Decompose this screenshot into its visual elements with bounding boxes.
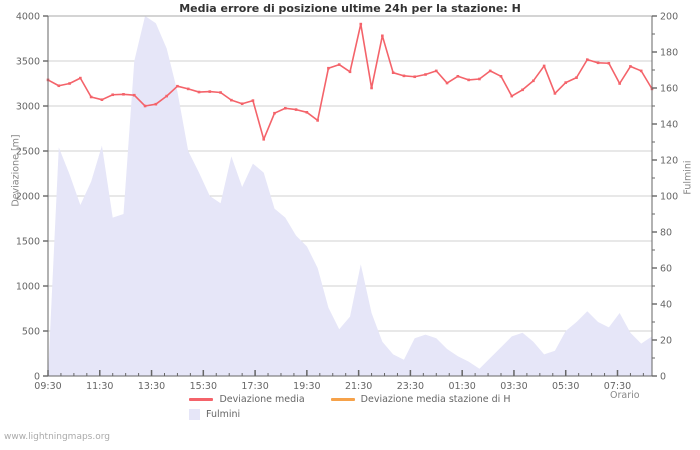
- svg-text:21:30: 21:30: [345, 381, 372, 392]
- footer-credit: www.lightningmaps.org: [4, 432, 110, 442]
- legend-label-deviazione-media-stazione: Deviazione media stazione di H: [360, 394, 511, 405]
- legend-swatch-deviazione-media: [189, 398, 214, 401]
- svg-text:19:30: 19:30: [293, 381, 320, 392]
- svg-text:2000: 2000: [16, 192, 40, 203]
- svg-text:60: 60: [660, 264, 672, 275]
- svg-text:1000: 1000: [16, 282, 40, 293]
- svg-text:07:30: 07:30: [604, 381, 631, 392]
- legend-item-fulmini[interactable]: Fulmini: [189, 407, 240, 422]
- legend-swatch-deviazione-media-stazione: [330, 398, 355, 401]
- svg-text:05:30: 05:30: [552, 381, 579, 392]
- svg-text:180: 180: [660, 48, 678, 59]
- y-axis-left-label: Deviazione [m]: [10, 134, 22, 207]
- legend-label-deviazione-media: Deviazione media: [219, 394, 305, 405]
- legend-item-deviazione-media-stazione[interactable]: Deviazione media stazione di H: [330, 392, 511, 407]
- chart-title: Media errore di posizione ultime 24h per…: [179, 2, 521, 15]
- svg-text:01:30: 01:30: [448, 381, 475, 392]
- svg-text:40: 40: [660, 300, 672, 311]
- svg-text:0: 0: [660, 372, 666, 383]
- svg-text:3000: 3000: [16, 102, 40, 113]
- svg-text:13:30: 13:30: [138, 381, 165, 392]
- svg-text:11:30: 11:30: [86, 381, 113, 392]
- svg-text:120: 120: [660, 156, 678, 167]
- svg-text:100: 100: [660, 192, 678, 203]
- svg-text:15:30: 15:30: [190, 381, 217, 392]
- legend-row-2: Fulmini: [0, 407, 700, 422]
- svg-text:1500: 1500: [16, 237, 40, 248]
- svg-text:0: 0: [34, 372, 40, 383]
- svg-text:80: 80: [660, 228, 672, 239]
- svg-text:2500: 2500: [16, 147, 40, 158]
- legend-item-deviazione-media[interactable]: Deviazione media: [189, 392, 305, 407]
- svg-text:23:30: 23:30: [397, 381, 424, 392]
- x-axis-label: Orario: [610, 390, 640, 401]
- chart-legend: Deviazione media Deviazione media stazio…: [0, 392, 700, 422]
- svg-text:3500: 3500: [16, 57, 40, 68]
- legend-swatch-fulmini: [189, 409, 200, 420]
- legend-label-fulmini: Fulmini: [206, 409, 241, 420]
- svg-text:09:30: 09:30: [34, 381, 61, 392]
- legend-row-1: Deviazione media Deviazione media stazio…: [0, 392, 700, 407]
- svg-text:140: 140: [660, 120, 678, 131]
- svg-text:200: 200: [660, 12, 678, 23]
- svg-text:20: 20: [660, 336, 672, 347]
- svg-text:160: 160: [660, 84, 678, 95]
- y-axis-right-label: Fulmini: [682, 160, 694, 195]
- svg-text:03:30: 03:30: [500, 381, 527, 392]
- svg-text:4000: 4000: [16, 12, 40, 23]
- svg-text:17:30: 17:30: [241, 381, 268, 392]
- svg-text:500: 500: [22, 327, 40, 338]
